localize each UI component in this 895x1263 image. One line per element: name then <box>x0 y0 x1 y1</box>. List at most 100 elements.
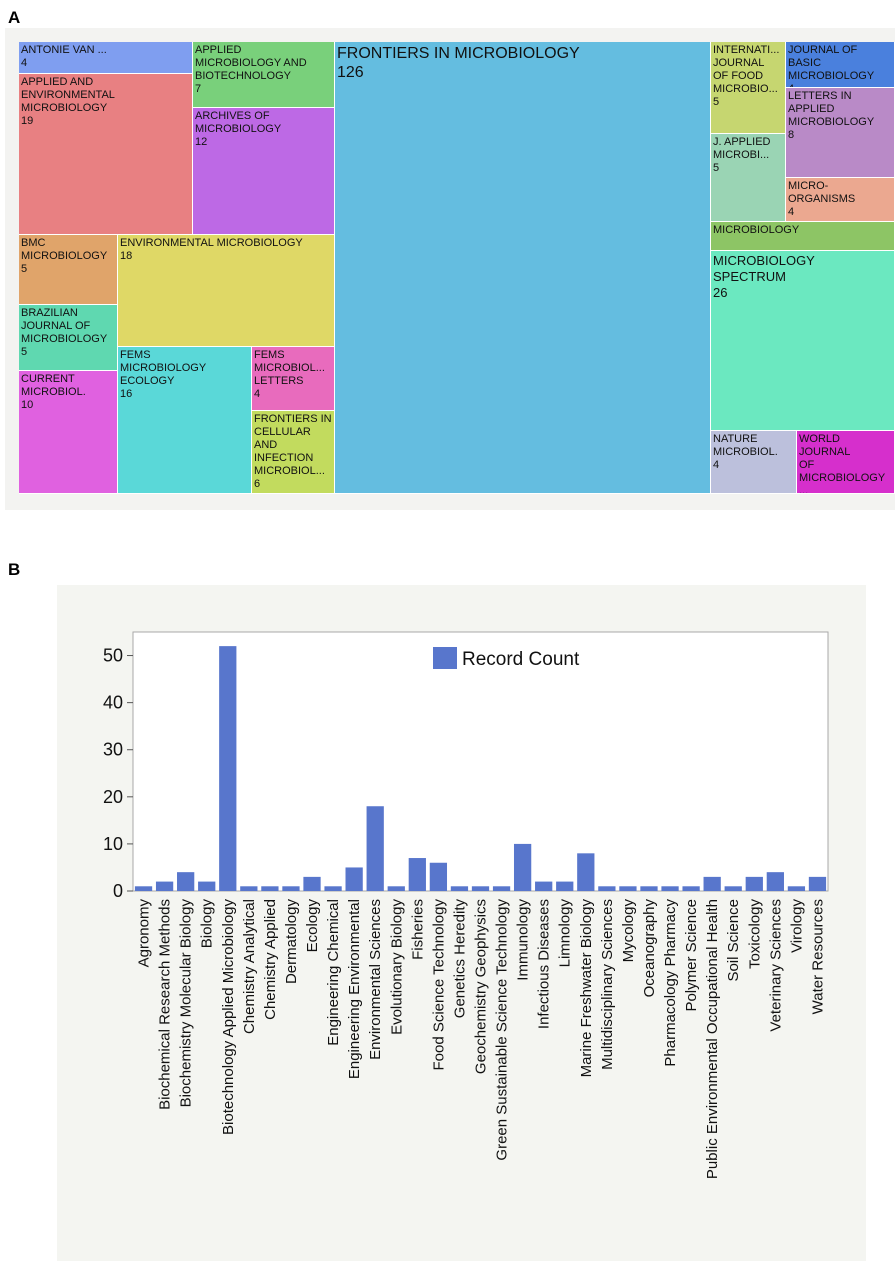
x-category-label: Oceanography <box>641 899 658 998</box>
bar <box>577 853 595 891</box>
treemap-tile-label: BRAZILIAN JOURNAL OF MICROBIOLOGY 5 <box>21 307 115 359</box>
treemap-tile-label: FRONTIERS IN MICROBIOLOGY 126 <box>337 44 708 82</box>
bar <box>450 886 469 891</box>
treemap-tile-label: FRONTIERS IN CELLULAR AND INFECTION MICR… <box>254 413 332 490</box>
treemap-tile-label: FEMS MICROBIOL... LETTERS 4 <box>254 349 332 401</box>
treemap-panel: ANTONIE VAN ... 4 APPLIED AND ENVIRONMENT… <box>5 28 895 510</box>
treemap-tile-count: 26 <box>713 285 728 300</box>
x-category-label: Infectious Diseases <box>536 899 553 1029</box>
treemap-tile-count: 4 <box>21 57 28 69</box>
treemap-tile-count: 18 <box>120 250 133 262</box>
legend-label: Record Count <box>462 649 580 670</box>
treemap-tile: NATURE MICROBIOL. 4 <box>711 431 797 494</box>
x-category-label: Veterinary Sciences <box>767 899 784 1032</box>
bar <box>492 886 511 891</box>
treemap-tile-label: JOURNAL OF BASIC MICROBIOLOGY 4 <box>788 44 892 87</box>
x-category-label: Chemistry Analytical <box>241 899 258 1034</box>
bar <box>640 886 658 891</box>
treemap-tile-label: CURRENT MICROBIOL. 10 <box>21 373 115 412</box>
plot-area <box>132 631 829 892</box>
treemap-tile-label: NATURE MICROBIOL. 4 <box>713 433 794 472</box>
bar <box>513 843 532 891</box>
treemap-tile: INTERNATI... JOURNAL OF FOOD MICROBIO...… <box>711 42 786 134</box>
bar <box>219 646 237 891</box>
x-category-label: Pharmacology Pharmacy <box>662 899 679 1067</box>
treemap-tile-count: 12 <box>195 136 208 148</box>
x-category-label: Geochemistry Geophysics <box>473 899 490 1074</box>
bar <box>808 876 827 891</box>
x-category-label: Polymer Science <box>683 899 700 1012</box>
treemap-tile-count: 4 <box>788 83 892 87</box>
treemap-tile-count: 4 <box>788 206 795 218</box>
x-category-label: Marine Freshwater Biology <box>578 899 595 1078</box>
x-category-label: Biotechnology Applied Microbiology <box>220 899 237 1135</box>
treemap-tile-count: 5 <box>713 162 720 174</box>
treemap-tile: BMC MICROBIOLOGY 5 <box>19 235 118 305</box>
treemap-tile-label: WORLD JOURNAL OF MICROBIOLOGY ... 5 <box>799 433 885 494</box>
treemap-tile: MICROBIOLOGY SPECTRUM 26 <box>711 251 895 431</box>
y-tick-label: 20 <box>103 787 123 807</box>
x-category-label: Dermatology <box>283 899 300 985</box>
treemap-tile-label: MICROBIOLOGY <box>713 224 800 236</box>
treemap-tile: ANTONIE VAN ... 4 <box>19 42 193 74</box>
treemap-tile: WORLD JOURNAL OF MICROBIOLOGY ... 5 <box>797 431 895 494</box>
bar <box>261 886 279 891</box>
bar <box>282 886 300 891</box>
bar <box>155 881 174 891</box>
x-category-label: Ecology <box>304 899 321 953</box>
x-category-label: Biochemical Research Methods <box>157 899 174 1110</box>
treemap-tile: CURRENT MICROBIOL. 10 <box>19 371 118 494</box>
treemap-tile: APPLIED AND ENVIRONMENTAL MICROBIOLOGY 1… <box>19 74 193 235</box>
bar <box>787 886 806 891</box>
treemap-tile-count: 126 <box>337 64 364 81</box>
bar <box>471 886 490 891</box>
bar <box>429 862 448 891</box>
bar <box>619 886 637 891</box>
bar <box>682 886 700 891</box>
treemap-chart: ANTONIE VAN ... 4 APPLIED AND ENVIRONMENT… <box>19 42 895 494</box>
bar <box>345 867 363 891</box>
treemap-tile: FRONTIERS IN MICROBIOLOGY 126 <box>335 42 711 494</box>
legend-swatch <box>433 647 457 669</box>
bar <box>240 886 258 891</box>
x-category-label: Mycology <box>620 899 637 963</box>
treemap-tile-label: ANTONIE VAN ... 4 <box>21 44 190 70</box>
treemap-tile-count: 19 <box>21 115 34 127</box>
bar <box>724 886 742 891</box>
treemap-tile-label: APPLIED AND ENVIRONMENTAL MICROBIOLOGY 1… <box>21 76 190 128</box>
x-category-label: Agronomy <box>136 899 153 968</box>
x-category-label: Toxicology <box>746 899 763 970</box>
x-category-label: Environmental Sciences <box>367 899 384 1060</box>
treemap-tile-label: MICRO- ORGANISMS 4 <box>788 180 892 219</box>
x-category-label: Green Sustainable Science Technology <box>494 899 511 1161</box>
x-category-label: Food Science Technology <box>430 899 447 1071</box>
x-category-label: Evolutionary Biology <box>388 899 405 1035</box>
treemap-tile: MICRO- ORGANISMS 4 <box>786 178 895 222</box>
treemap-tile-label: BMC MICROBIOLOGY 5 <box>21 237 115 276</box>
treemap-tile-count: 7 <box>195 83 202 95</box>
x-category-label: Engineering Chemical <box>325 899 342 1046</box>
bar <box>366 806 384 891</box>
treemap-tile: LETTERS IN APPLIED MICROBIOLOGY 8 <box>786 88 895 178</box>
x-category-label: Water Resources <box>809 899 826 1014</box>
bar <box>387 886 405 891</box>
bar <box>134 886 153 891</box>
bar-chart-panel: 0 10 20 30 40 50 Agronomy Biochemical Research … <box>57 585 866 1261</box>
x-category-label: Limnology <box>557 899 574 968</box>
treemap-tile-label: MICROBIOLOGY SPECTRUM 26 <box>713 253 892 301</box>
treemap-tile-count: 8 <box>788 129 795 141</box>
bar <box>303 876 321 891</box>
treemap-tile: FRONTIERS IN CELLULAR AND INFECTION MICR… <box>252 411 335 494</box>
bar <box>766 872 784 891</box>
bar <box>198 881 216 891</box>
treemap-tile: ARCHIVES OF MICROBIOLOGY 12 <box>193 108 335 235</box>
x-category-label: Fisheries <box>409 899 426 960</box>
x-category-label: Soil Science <box>725 899 742 982</box>
panel-a-label: A <box>8 8 21 27</box>
x-category-label: Biology <box>199 899 216 949</box>
treemap-tile: ENVIRONMENTAL MICROBIOLOGY 18 <box>118 235 335 347</box>
panel-b-label: B <box>8 560 21 579</box>
treemap-tile: J. APPLIED MICROBI... 5 <box>711 134 786 222</box>
x-category-label: Engineering Environmental <box>346 899 363 1079</box>
bar <box>661 886 679 891</box>
